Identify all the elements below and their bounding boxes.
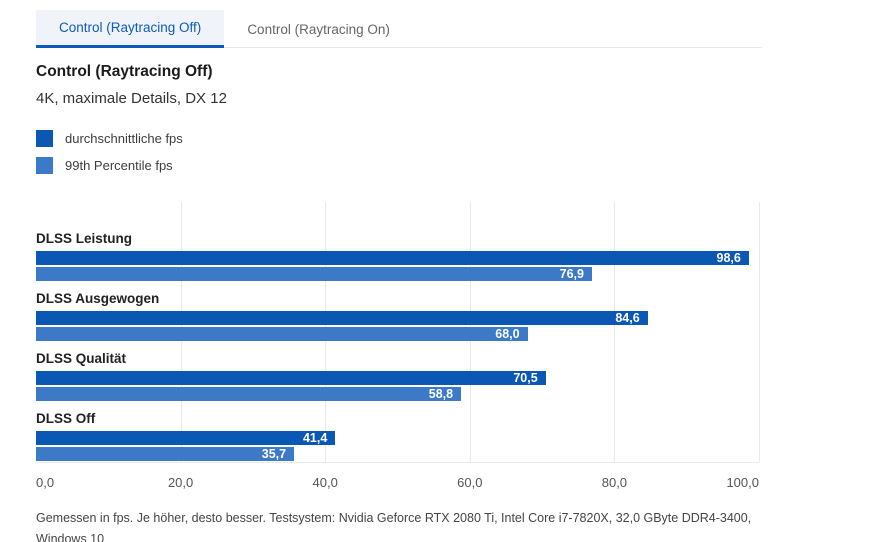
bar-average-fps: 84,6 — [36, 311, 648, 325]
bar-group: DLSS Leistung 98,6 76,9 — [36, 222, 759, 282]
category-label: DLSS Qualität — [36, 350, 127, 366]
tab-control-raytracing-on[interactable]: Control (Raytracing On) — [224, 10, 413, 48]
category-label: DLSS Ausgewogen — [36, 290, 160, 306]
bar-99th-percentile-fps: 58,8 — [36, 387, 462, 401]
gridline — [614, 202, 616, 462]
x-tick-label: 20,0 — [167, 475, 194, 490]
bar-group: DLSS Qualität 70,5 58,8 — [36, 342, 759, 402]
page-subtitle: 4K, maximale Details, DX 12 — [36, 90, 227, 107]
x-tick-label: 40,0 — [312, 475, 338, 490]
bar-group: DLSS Ausgewogen 84,6 68,0 — [36, 282, 759, 342]
tab-label: Control (Raytracing Off) — [59, 20, 202, 35]
bar-value-label: 35,7 — [261, 447, 287, 461]
chart-footnote: Gemessen in fps. Je höher, desto besser.… — [36, 511, 752, 542]
bar-average-fps: 98,6 — [36, 251, 749, 265]
bar-value-label: 70,5 — [513, 371, 538, 385]
bar-average-fps: 70,5 — [36, 371, 546, 385]
tab-label: Control (Raytracing On) — [247, 21, 390, 37]
bar-value-label: 58,8 — [428, 387, 454, 401]
bar-value-label: 41,4 — [302, 431, 328, 445]
x-axis: 0,0 20,0 40,0 60,0 80,0 100,0 — [36, 475, 759, 491]
legend-item-average-fps: durchschnittliche fps — [36, 130, 874, 147]
bar-value-label: 98,6 — [716, 251, 741, 265]
bar-chart: DLSS Leistung 98,6 76,9 DLSS Ausgewogen 84,6… — [36, 202, 760, 463]
bar-value-label: 76,9 — [559, 267, 584, 281]
bar-99th-percentile-fps: 76,9 — [36, 267, 592, 281]
bar-group: DLSS Off 41,4 35,7 — [36, 402, 759, 462]
legend-swatch-99th-percentile-fps — [36, 157, 53, 174]
bar-99th-percentile-fps: 68,0 — [36, 327, 528, 341]
x-tick-label: 60,0 — [457, 475, 483, 490]
category-label: DLSS Off — [36, 410, 96, 426]
chart-legend: durchschnittliche fps 99th Percentile fp… — [36, 130, 874, 174]
legend-label: durchschnittliche fps — [65, 131, 183, 146]
category-label: DLSS Leistung — [36, 230, 133, 246]
tab-control-raytracing-off[interactable]: Control (Raytracing Off) — [36, 10, 225, 48]
legend-label: 99th Percentile fps — [65, 158, 173, 173]
x-tick-label: 100,0 — [726, 475, 759, 490]
x-tick-label: 80,0 — [601, 475, 628, 490]
bar-value-label: 84,6 — [615, 311, 640, 325]
legend-item-99th-percentile-fps: 99th Percentile fps — [36, 157, 874, 174]
bar-value-label: 68,0 — [495, 327, 520, 341]
page-title: Control (Raytracing Off) — [36, 63, 213, 80]
tab-bar: Control (Raytracing Off) Control (Raytra… — [36, 10, 762, 48]
bar-99th-percentile-fps: 35,7 — [36, 447, 295, 461]
bar-average-fps: 41,4 — [36, 431, 336, 445]
legend-swatch-average-fps — [36, 130, 53, 147]
x-tick-label: 0,0 — [36, 475, 55, 490]
gridline — [759, 202, 760, 462]
